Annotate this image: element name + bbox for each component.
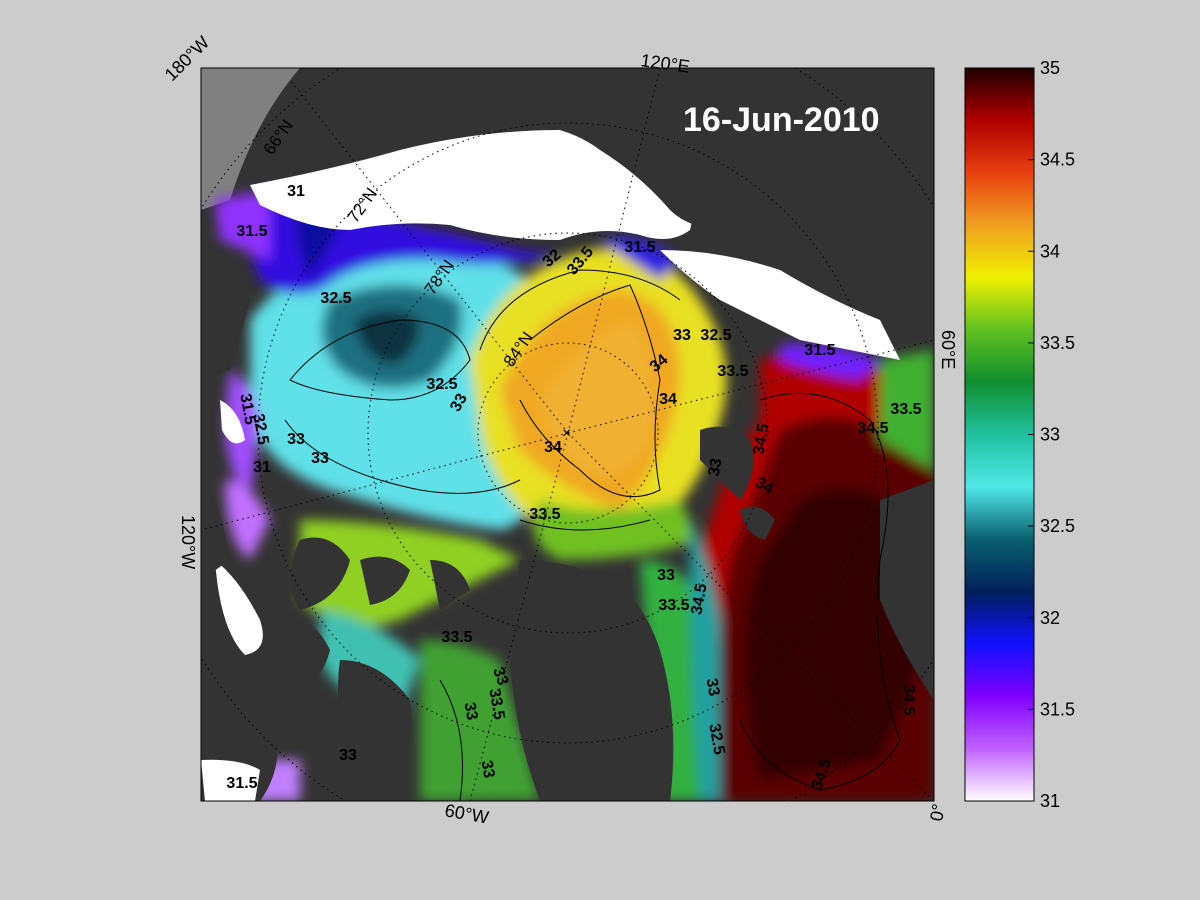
colorbar-tick-label: 35 bbox=[1040, 58, 1060, 78]
contour-value-label: 34 bbox=[544, 439, 562, 456]
salinity-field bbox=[201, 180, 934, 801]
colorbar-tick-label: 31.5 bbox=[1040, 699, 1075, 719]
contour-value-label: 32.5 bbox=[700, 327, 731, 344]
land-masses bbox=[201, 68, 934, 801]
contour-value-label: 32.5 bbox=[249, 412, 271, 446]
date-label: 16-Jun-2010 bbox=[683, 101, 880, 139]
sea-ice-pacific bbox=[250, 129, 692, 240]
colorbar-tick-label: 34.5 bbox=[1040, 150, 1075, 170]
contour-lines bbox=[284, 269, 901, 801]
colorbar-tick-label: 32.5 bbox=[1040, 516, 1075, 536]
contour-value-label: 33 bbox=[657, 567, 675, 584]
graticule bbox=[201, 68, 934, 801]
contour-value-label: 33 bbox=[703, 677, 723, 698]
lon-label-60w: 60°W bbox=[443, 800, 490, 827]
contour-value-label: 32.5 bbox=[426, 376, 457, 393]
contour-value-label: 31.5 bbox=[236, 392, 258, 426]
contour-value-label: 34.5 bbox=[900, 684, 917, 715]
lon-label-120w: 120°W bbox=[178, 515, 198, 569]
contour-value-label: 33 bbox=[339, 747, 357, 764]
contour-value-label: 34 bbox=[659, 391, 677, 408]
colorbar-tick-label: 34 bbox=[1040, 241, 1060, 261]
colorbar-tick-label: 31 bbox=[1040, 791, 1060, 811]
colorbar-tick-label: 33.5 bbox=[1040, 333, 1075, 353]
contour-value-label: 32.5 bbox=[320, 290, 351, 307]
lon-label-60e: 60°E bbox=[938, 330, 958, 369]
contour-value-label: 31.5 bbox=[236, 223, 267, 240]
sea-ice-siberian bbox=[660, 250, 900, 360]
contour-value-label: 33 bbox=[311, 450, 329, 467]
contour-value-label: 33.5 bbox=[441, 629, 472, 646]
contour-value-label: 33 bbox=[287, 431, 305, 448]
contour-value-label: 31.5 bbox=[624, 239, 655, 256]
contour-value-label: 33.5 bbox=[717, 363, 748, 380]
map-panel: × 66°N 72°N 78°N 84°N 3131.532.532.53333… bbox=[201, 68, 934, 801]
contour-value-label: 33.5 bbox=[658, 597, 689, 614]
contour-value-label: 32.5 bbox=[705, 722, 727, 756]
contour-value-label: 31 bbox=[287, 183, 305, 200]
contour-value-label: 33 bbox=[706, 457, 726, 478]
north-pole-marker: × bbox=[562, 425, 571, 442]
colorbar-gradient bbox=[964, 67, 1035, 802]
colorbar: 35 34.5 34 33.5 33 32.5 32 31.5 31 bbox=[964, 58, 1075, 811]
colorbar-tick-label: 33 bbox=[1040, 425, 1060, 445]
contour-value-label: 34.5 bbox=[688, 582, 710, 616]
sea-ice-beaufort bbox=[220, 400, 245, 444]
contour-value-label: 33 bbox=[489, 665, 511, 688]
off-grid-region bbox=[201, 68, 300, 210]
contour-value-label: 33.5 bbox=[485, 687, 507, 721]
contour-value-label: 33 bbox=[673, 327, 691, 344]
contour-value-label: 34 bbox=[752, 474, 776, 498]
contour-value-label: 31.5 bbox=[226, 775, 257, 792]
lon-label-0: 0° bbox=[926, 802, 949, 822]
contour-value-label: 31 bbox=[253, 459, 271, 476]
contour-value-label: 33.5 bbox=[890, 401, 921, 418]
contour-value-label: 33.5 bbox=[529, 506, 560, 523]
sea-ice-archipelago bbox=[215, 560, 263, 655]
colorbar-ticks: 35 34.5 34 33.5 33 32.5 32 31.5 31 bbox=[1028, 58, 1075, 811]
contour-value-label: 31.5 bbox=[804, 342, 835, 359]
contour-value-label: 33 bbox=[461, 701, 481, 722]
contour-value-label: 33 bbox=[478, 759, 498, 780]
contour-value-label: 33 bbox=[447, 391, 471, 415]
contour-value-label: 34.5 bbox=[857, 420, 888, 437]
colorbar-tick-label: 32 bbox=[1040, 608, 1060, 628]
contour-value-label: 34.5 bbox=[750, 422, 772, 456]
map-frame bbox=[200, 67, 935, 802]
